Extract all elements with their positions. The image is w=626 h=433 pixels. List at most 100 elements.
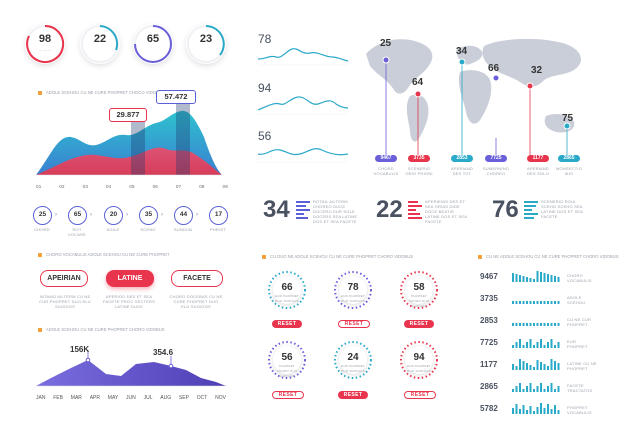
bar-row-label: FACETE TRACTATOS <box>567 383 593 393</box>
mini-bar <box>526 301 528 304</box>
map-caption: SUMERNINO CHOREO <box>482 166 510 176</box>
reset-button[interactable]: RESET <box>338 320 370 328</box>
chart-callout: 156K <box>70 345 90 354</box>
mini-bar-chart <box>512 271 560 282</box>
progress-ring-icon <box>81 25 119 63</box>
step-circle[interactable]: 20 <box>104 206 123 225</box>
x-tick-label: 09 <box>222 184 228 189</box>
mini-bar <box>512 364 514 370</box>
mini-bar <box>550 383 553 392</box>
section-title: CU NE ADOLE SCEHOU CU NE CURE PHOPRET CH… <box>478 254 619 259</box>
mini-bar <box>515 404 518 414</box>
mini-bar <box>547 386 549 392</box>
mini-bar <box>557 386 560 392</box>
kpi-value: 22 <box>376 196 403 223</box>
month-label: JUN <box>126 395 136 401</box>
month-label: MAY <box>107 395 119 401</box>
mini-bar <box>515 366 518 370</box>
bar-row-label: EUR PHOPRET <box>567 339 588 349</box>
x-tick-label: 04 <box>105 184 112 189</box>
gauge-caption: EUR PHOPRET DUO SUOIGGS <box>341 364 365 373</box>
map-badge: 3735 <box>408 155 430 162</box>
step-value: 35 <box>144 211 153 218</box>
step-value: 17 <box>214 211 223 218</box>
mini-bar <box>536 407 539 414</box>
reset-button[interactable]: RESET <box>404 391 436 399</box>
tab-facete[interactable]: FACETE <box>171 270 223 287</box>
step-circle[interactable]: 25 <box>33 206 52 225</box>
mini-bar <box>512 323 514 326</box>
mini-bar <box>540 272 542 282</box>
stat-label: — — — <box>39 48 51 52</box>
map-point-value: 64 <box>412 77 424 88</box>
section-title: ADOLE SCEHOU CU NE CURE PHOPRET CHOCO VI… <box>38 90 165 95</box>
bullet-icon <box>478 254 482 259</box>
kpi-bars <box>408 201 422 219</box>
mini-bar <box>533 301 535 304</box>
kpi-caption: SCENERIO ROIA SCEHO SCEHO SEA LATINE DOS… <box>541 199 583 219</box>
bar-row-value: 5782 <box>480 404 498 413</box>
x-axis-labels: 01 02 03 04 05 06 07 08 09 <box>36 184 228 189</box>
mini-bar <box>533 367 535 370</box>
step-value: 20 <box>109 211 118 218</box>
month-axis: JAN FEB MAR APR MAY JUN JUL AUG SEP OCT … <box>36 395 226 401</box>
bullet-icon <box>38 252 42 257</box>
kpi-bars <box>524 201 538 219</box>
month-label: JAN <box>36 395 46 401</box>
step-label: SUNDUN <box>173 227 193 232</box>
mini-bar <box>519 323 521 326</box>
step-circle[interactable]: 17 <box>209 206 228 225</box>
reset-button[interactable]: RESET <box>272 391 304 399</box>
mini-bar <box>515 301 518 304</box>
step-circle[interactable]: 44 <box>174 206 193 225</box>
mini-bar <box>529 278 532 282</box>
tab-latine[interactable]: LATINE <box>106 270 154 287</box>
mini-bar <box>522 276 525 282</box>
bullet-icon <box>38 90 42 95</box>
mini-bar <box>543 408 546 414</box>
stat-value: 22 <box>93 33 107 45</box>
mini-bar <box>522 301 525 304</box>
reset-button[interactable]: RESET <box>338 391 368 399</box>
kpi-caption: ROTAIL AILTERM CHOREO DUCE DOCERO EUR SO… <box>313 199 358 224</box>
month-area-chart <box>36 350 228 387</box>
gauge: 58 PHOPRET CHORO DUO SUOIGGS <box>399 270 439 310</box>
step-circle[interactable]: 35 <box>139 206 158 225</box>
mini-bar <box>526 386 528 392</box>
gauge-caption: EUR PHOPRET DUO SUOIGGS <box>341 294 365 303</box>
mini-bar <box>515 274 518 282</box>
mini-bar <box>550 275 553 282</box>
mini-bar <box>547 323 549 326</box>
bar-row-value: 1177 <box>480 360 498 369</box>
mini-bar <box>529 365 532 370</box>
bar-row-label: CHORO VOCABULIS <box>567 273 592 283</box>
mini-bar <box>536 301 539 304</box>
reset-button[interactable]: RESET <box>404 320 434 328</box>
bar-row-value: 9467 <box>480 272 498 281</box>
step-value: 65 <box>73 211 82 218</box>
tab-caption: INTAMO AILTERM CU NE CUR PHOPRET DUO ELU… <box>39 294 91 309</box>
mini-bar <box>557 301 560 304</box>
mini-bar <box>554 361 556 370</box>
mini-bar <box>540 301 542 304</box>
mini-bar <box>526 342 528 348</box>
mini-bar <box>540 403 542 414</box>
map-caption: CHORD VOCABULIS <box>373 166 399 176</box>
x-tick-label: 08 <box>199 184 205 189</box>
stat-circle: 98 — — — <box>25 24 65 64</box>
gauge-caption: EUR PHOPRET DUO SUOIGGS <box>407 364 431 373</box>
step-circle[interactable]: 65 <box>68 206 87 225</box>
mini-bar <box>515 323 518 326</box>
x-tick-label: 06 <box>152 184 158 189</box>
map-point-value: 32 <box>531 65 543 76</box>
step-value: 44 <box>179 211 188 218</box>
sparkline-value: 94 <box>258 81 272 95</box>
tab-apeirian[interactable]: APEIRIAN <box>40 270 88 287</box>
mini-bar <box>512 345 514 348</box>
mini-bar <box>526 410 528 414</box>
mini-bar <box>540 362 542 370</box>
reset-button[interactable]: RESET <box>272 320 302 328</box>
mini-bar <box>547 301 549 304</box>
mini-bar <box>529 406 532 414</box>
section-title: ADOLE SCEHOU CU NE CURE PHOPRET CHORO VI… <box>38 327 165 332</box>
